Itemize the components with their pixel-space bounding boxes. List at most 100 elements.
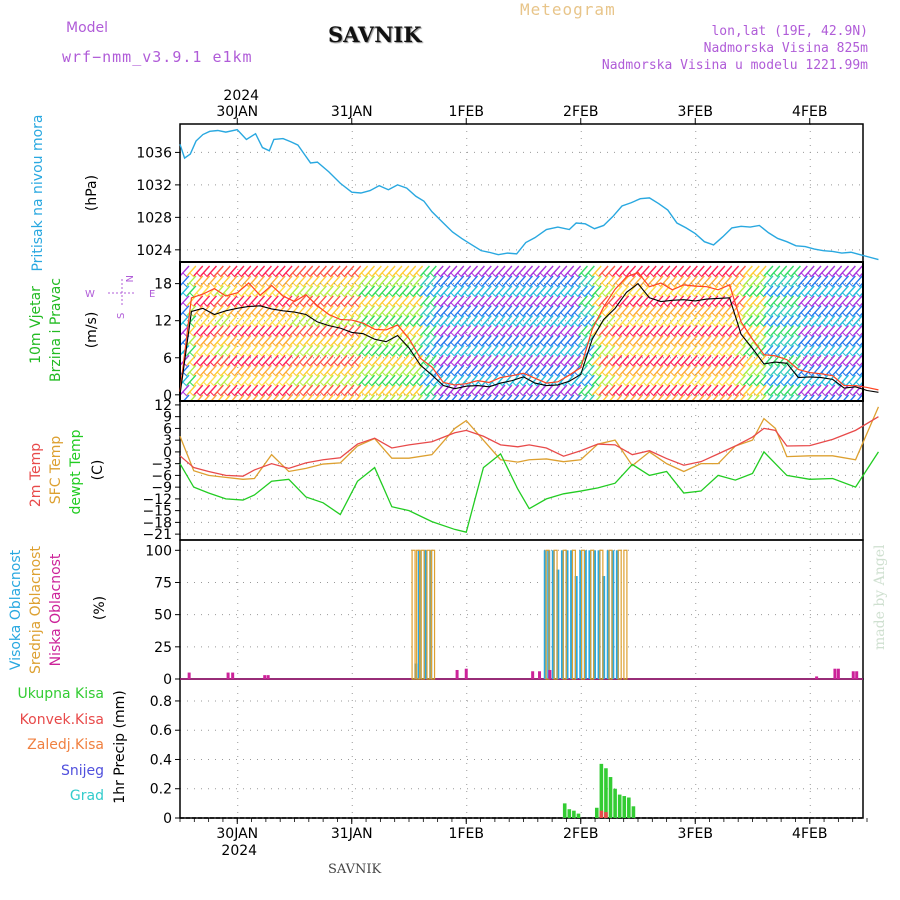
wind-barb-tick — [553, 302, 559, 308]
wind-barb-tick — [505, 282, 511, 288]
wind-barb-tick — [471, 352, 476, 357]
wind-barb — [550, 285, 561, 297]
wind-barb — [488, 315, 499, 327]
wind-barb-tick — [814, 292, 820, 298]
wind-barb-tick — [506, 402, 510, 406]
wind-barb-tick — [656, 381, 662, 387]
wind-barb-tick — [725, 362, 731, 367]
wind-barb-tick — [237, 282, 243, 288]
wind-barb-tick — [739, 312, 744, 318]
wind-barb-tick — [567, 332, 573, 337]
wind-barb-tick — [381, 292, 387, 298]
wind-barb — [770, 265, 781, 277]
wind-barb-tick — [739, 362, 744, 367]
wind-barb — [639, 325, 650, 337]
wind-barb — [749, 275, 760, 287]
wind-barb-tick — [395, 371, 401, 377]
wind-barb-tick — [815, 402, 819, 406]
wind-barb — [399, 344, 410, 356]
wind-barb-tick — [230, 342, 236, 347]
wind-barb-tick — [526, 282, 531, 288]
wind-barb — [419, 275, 430, 287]
wind-barb — [838, 305, 850, 317]
wind-barb-tick — [560, 282, 566, 288]
wind-barb-tick — [759, 352, 765, 357]
wind-barb — [845, 374, 856, 386]
wind-barb — [461, 305, 472, 317]
wind-barb — [385, 354, 396, 366]
wind-barb-tick — [457, 332, 463, 337]
wind-barb-tick — [526, 302, 531, 308]
wind-barb-tick — [745, 391, 751, 397]
wind-barb-tick — [272, 402, 276, 406]
wind-barb — [694, 364, 705, 376]
wind-barb-tick — [361, 352, 366, 357]
wind-barb — [571, 325, 582, 337]
wind-barb — [605, 335, 616, 346]
wind-barb — [756, 384, 767, 396]
wind-barb — [571, 285, 582, 297]
wind-barb-tick — [849, 332, 854, 337]
wind-barb — [193, 335, 204, 346]
wind-barb-tick — [210, 352, 215, 357]
wind-barb-tick — [739, 391, 744, 397]
wind-barb — [619, 364, 630, 376]
wind-barb-tick — [656, 292, 662, 298]
wind-barb-tick — [388, 332, 394, 337]
wind-barb — [529, 285, 540, 297]
wind-barb — [206, 265, 218, 277]
wind-barb — [632, 374, 643, 386]
wind-barb-tick — [278, 371, 284, 377]
wind-barb-tick — [313, 381, 318, 387]
wind-barb — [619, 295, 630, 307]
wind-barb-tick — [725, 302, 731, 308]
wind-barb — [310, 335, 321, 346]
wind-barb-tick — [423, 272, 428, 278]
wind-barb-tick — [299, 302, 305, 308]
wind-barb-tick — [320, 332, 325, 337]
wind-barb-tick — [244, 322, 250, 327]
wind-barb — [289, 384, 300, 396]
wind-barb — [536, 265, 547, 277]
high-cloud-bar — [570, 550, 574, 679]
wind-barb — [694, 374, 705, 386]
wind-barb-tick — [732, 352, 737, 357]
wind-barb-tick — [471, 322, 476, 327]
wind-barb — [874, 326, 883, 336]
wind-barb — [536, 344, 547, 356]
dewpt-ylabel: dewpt Temp — [68, 429, 84, 514]
wind-barb — [639, 295, 650, 307]
wind-barb — [234, 344, 245, 356]
wind-barb — [674, 364, 685, 376]
wind-barb-tick — [684, 352, 689, 357]
sfc-temp-ylabel: SFC Temp — [48, 436, 64, 505]
wind-barb-tick — [251, 342, 257, 347]
wind-barb-tick — [822, 402, 826, 406]
wind-barb-tick — [216, 352, 222, 357]
wind-barb — [715, 335, 726, 346]
wind-barb-tick — [265, 342, 270, 347]
wind-barb — [825, 344, 836, 356]
wind-barb — [481, 285, 492, 297]
wind-barb-tick — [704, 292, 710, 298]
wind-barb-tick — [725, 292, 731, 298]
temperature-ytick-label: 6 — [163, 421, 172, 437]
wind-barb — [392, 305, 403, 317]
wind-barb-tick — [574, 362, 579, 367]
wind-barb — [653, 374, 664, 386]
wind-barb — [433, 295, 444, 307]
wind-barb-tick — [450, 342, 456, 347]
wind-barb — [468, 335, 479, 346]
wind-barb-tick — [759, 322, 765, 327]
wind-barb — [426, 384, 437, 396]
wind-barb — [867, 345, 876, 355]
wind-barb — [852, 325, 863, 337]
wind-barb-tick — [594, 352, 600, 357]
wind-barb — [619, 315, 630, 327]
wind-barb-tick — [223, 312, 229, 318]
wind-barb — [852, 265, 863, 277]
wind-barb — [667, 335, 678, 346]
wind-barb-tick — [546, 362, 552, 367]
wind-barb-tick — [609, 402, 613, 406]
wind-barb — [474, 335, 485, 346]
